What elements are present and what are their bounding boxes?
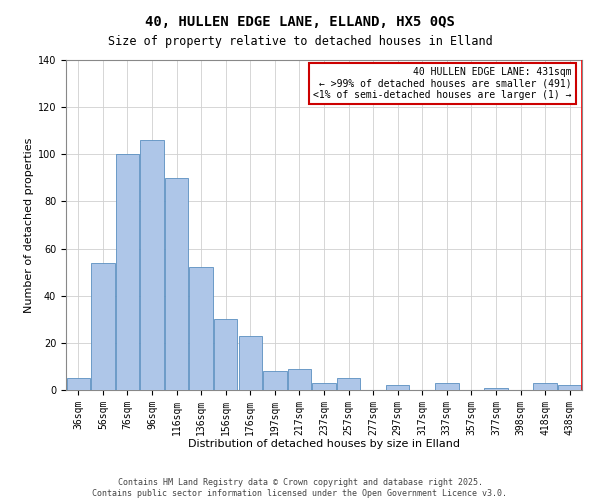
Bar [533, 383, 557, 390]
Y-axis label: Number of detached properties: Number of detached properties [23, 138, 34, 312]
Bar [558, 386, 581, 390]
Text: Size of property relative to detached houses in Elland: Size of property relative to detached ho… [107, 35, 493, 48]
Bar [239, 336, 262, 390]
Bar [116, 154, 139, 390]
X-axis label: Distribution of detached houses by size in Elland: Distribution of detached houses by size … [188, 439, 460, 449]
Bar [288, 369, 311, 390]
Bar [484, 388, 508, 390]
Bar [190, 268, 213, 390]
Bar [263, 371, 287, 390]
Bar [386, 386, 409, 390]
Bar [313, 383, 335, 390]
Text: 40 HULLEN EDGE LANE: 431sqm
← >99% of detached houses are smaller (491)
<1% of s: 40 HULLEN EDGE LANE: 431sqm ← >99% of de… [313, 66, 572, 100]
Bar [435, 383, 458, 390]
Bar [67, 378, 90, 390]
Bar [337, 378, 360, 390]
Text: 40, HULLEN EDGE LANE, ELLAND, HX5 0QS: 40, HULLEN EDGE LANE, ELLAND, HX5 0QS [145, 15, 455, 29]
Bar [91, 262, 115, 390]
Bar [165, 178, 188, 390]
Bar [140, 140, 164, 390]
Text: Contains HM Land Registry data © Crown copyright and database right 2025.
Contai: Contains HM Land Registry data © Crown c… [92, 478, 508, 498]
Bar [214, 320, 238, 390]
